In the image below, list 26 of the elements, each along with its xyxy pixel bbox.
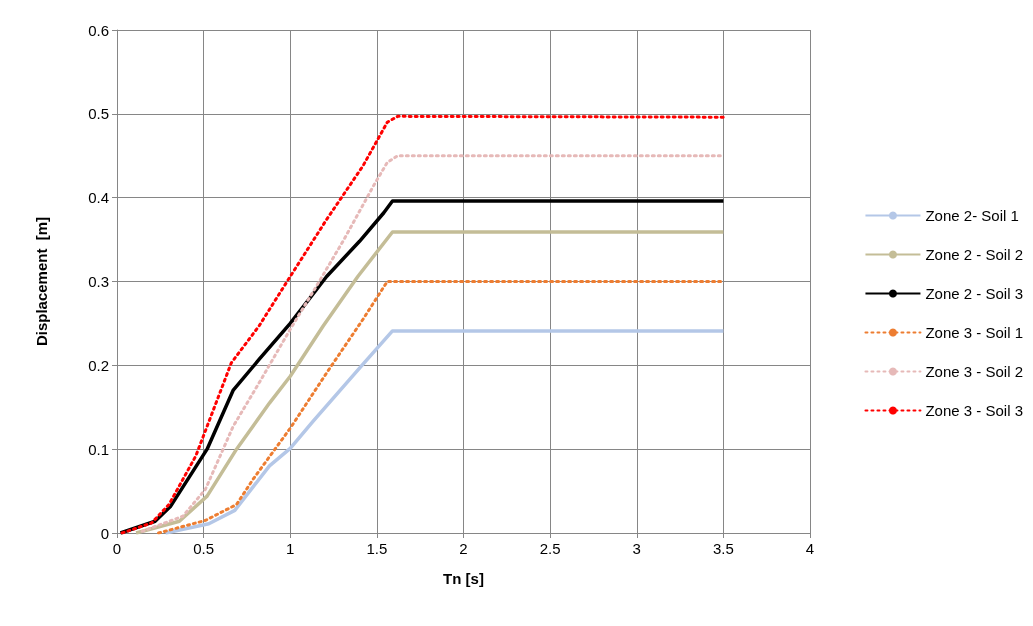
x-tick-label: 3.5 bbox=[712, 540, 734, 557]
y-tick-label: 0.6 bbox=[88, 21, 109, 39]
x-axis-title: Tn [s] bbox=[443, 570, 484, 587]
y-tick-label: 0.2 bbox=[88, 356, 109, 374]
legend-label: Zone 2- Soil 1 bbox=[925, 207, 1019, 224]
line-series bbox=[163, 329, 726, 535]
x-tick-label: 3 bbox=[632, 540, 641, 557]
x-tick-label: 1 bbox=[286, 540, 295, 557]
legend-label: Zone 3 - Soil 2 bbox=[925, 363, 1024, 380]
y-tick-label: 0.1 bbox=[88, 440, 109, 458]
y-tick-label: 0.3 bbox=[88, 273, 109, 290]
x-tick-label: 2.5 bbox=[539, 540, 561, 557]
x-tick-label: 2 bbox=[459, 540, 468, 557]
legend-label: Zone 2 - Soil 3 bbox=[925, 285, 1024, 302]
x-tick-label: 1.5 bbox=[366, 540, 388, 557]
y-tick-label: 0.5 bbox=[88, 105, 109, 123]
legend-label: Zone 3 - Soil 1 bbox=[925, 324, 1024, 341]
y-tick-label: 0.4 bbox=[88, 189, 109, 207]
x-tick-label: 0 bbox=[112, 540, 122, 557]
legend-label: Zone 2 - Soil 2 bbox=[925, 246, 1024, 263]
line-series bbox=[157, 280, 725, 535]
legend-label: Zone 3 - Soil 3 bbox=[925, 402, 1024, 419]
y-tick-label: 0 bbox=[100, 524, 109, 542]
x-tick-label: 4 bbox=[805, 540, 815, 557]
y-axis-title: Displacement [m] bbox=[33, 216, 50, 347]
x-tick-label: 0.5 bbox=[193, 540, 215, 557]
